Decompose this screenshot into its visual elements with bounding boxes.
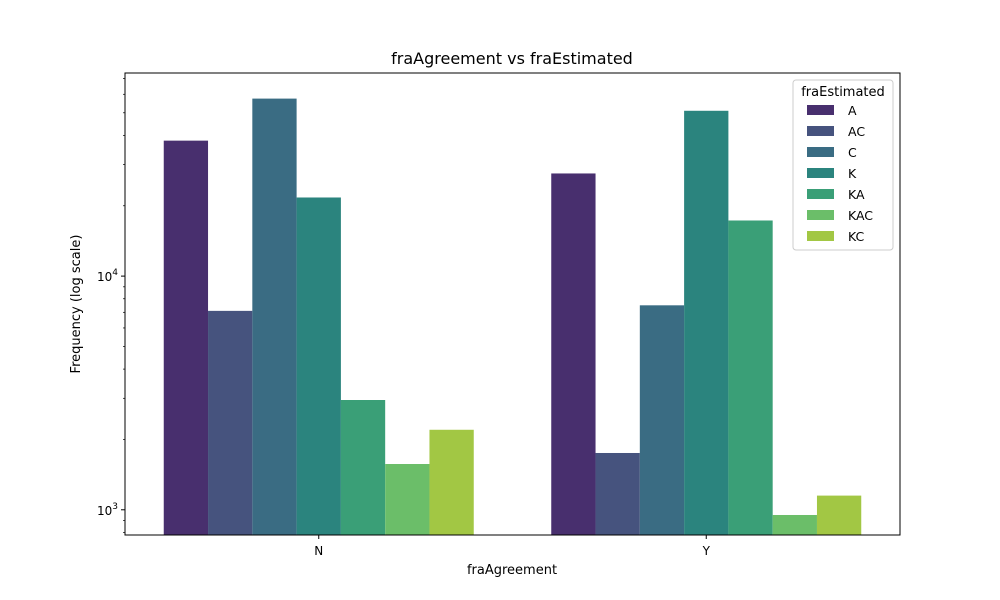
x-tick-label: Y xyxy=(702,544,711,558)
legend-swatch-kc xyxy=(807,231,834,241)
bar-k-y xyxy=(684,110,729,535)
legend-label-kac: KAC xyxy=(848,208,873,223)
bar-kc-y xyxy=(816,495,862,535)
bars-group xyxy=(163,98,862,536)
legend-swatch-kac xyxy=(807,210,834,220)
bar-ka-y xyxy=(728,220,773,536)
bar-a-n xyxy=(163,140,209,535)
y-axis-label: Frequency (log scale) xyxy=(69,235,84,374)
legend-label-ka: KA xyxy=(848,187,865,202)
bar-c-y xyxy=(639,305,685,535)
y-axis-ticks: 103 104 xyxy=(97,78,125,533)
legend-label-k: K xyxy=(848,166,857,181)
x-tick-label: N xyxy=(314,544,323,558)
bar-kac-n xyxy=(385,464,430,535)
legend-label-kc: KC xyxy=(848,229,865,244)
bar-kac-y xyxy=(772,514,817,535)
y-tick-label: 104 xyxy=(97,268,118,284)
legend-label-ac: AC xyxy=(848,124,865,139)
y-tick-label: 103 xyxy=(97,502,118,518)
legend-swatch-a xyxy=(807,105,834,115)
legend-swatch-ka xyxy=(807,189,834,199)
x-axis-label: fraAgreement xyxy=(467,563,557,578)
legend-swatch-c xyxy=(807,147,834,157)
legend-swatch-k xyxy=(807,168,834,178)
legend-frame xyxy=(792,79,894,251)
legend-title: fraEstimated xyxy=(801,85,885,100)
bar-ka-n xyxy=(340,400,386,535)
bar-ac-y xyxy=(595,452,640,535)
bar-a-y xyxy=(551,173,596,535)
legend-label-a: A xyxy=(848,103,857,118)
plot-frame xyxy=(124,72,901,536)
bar-k-n xyxy=(296,197,341,536)
chart-title: fraAgreement vs fraEstimated xyxy=(391,49,633,68)
legend-label-c: C xyxy=(848,145,857,160)
bar-c-n xyxy=(252,98,297,535)
legend: fraEstimated A AC CK KA KAC KC xyxy=(792,79,894,251)
bar-kc-n xyxy=(429,429,474,535)
legend-swatch-ac xyxy=(807,126,834,136)
bar-ac-n xyxy=(208,310,253,535)
